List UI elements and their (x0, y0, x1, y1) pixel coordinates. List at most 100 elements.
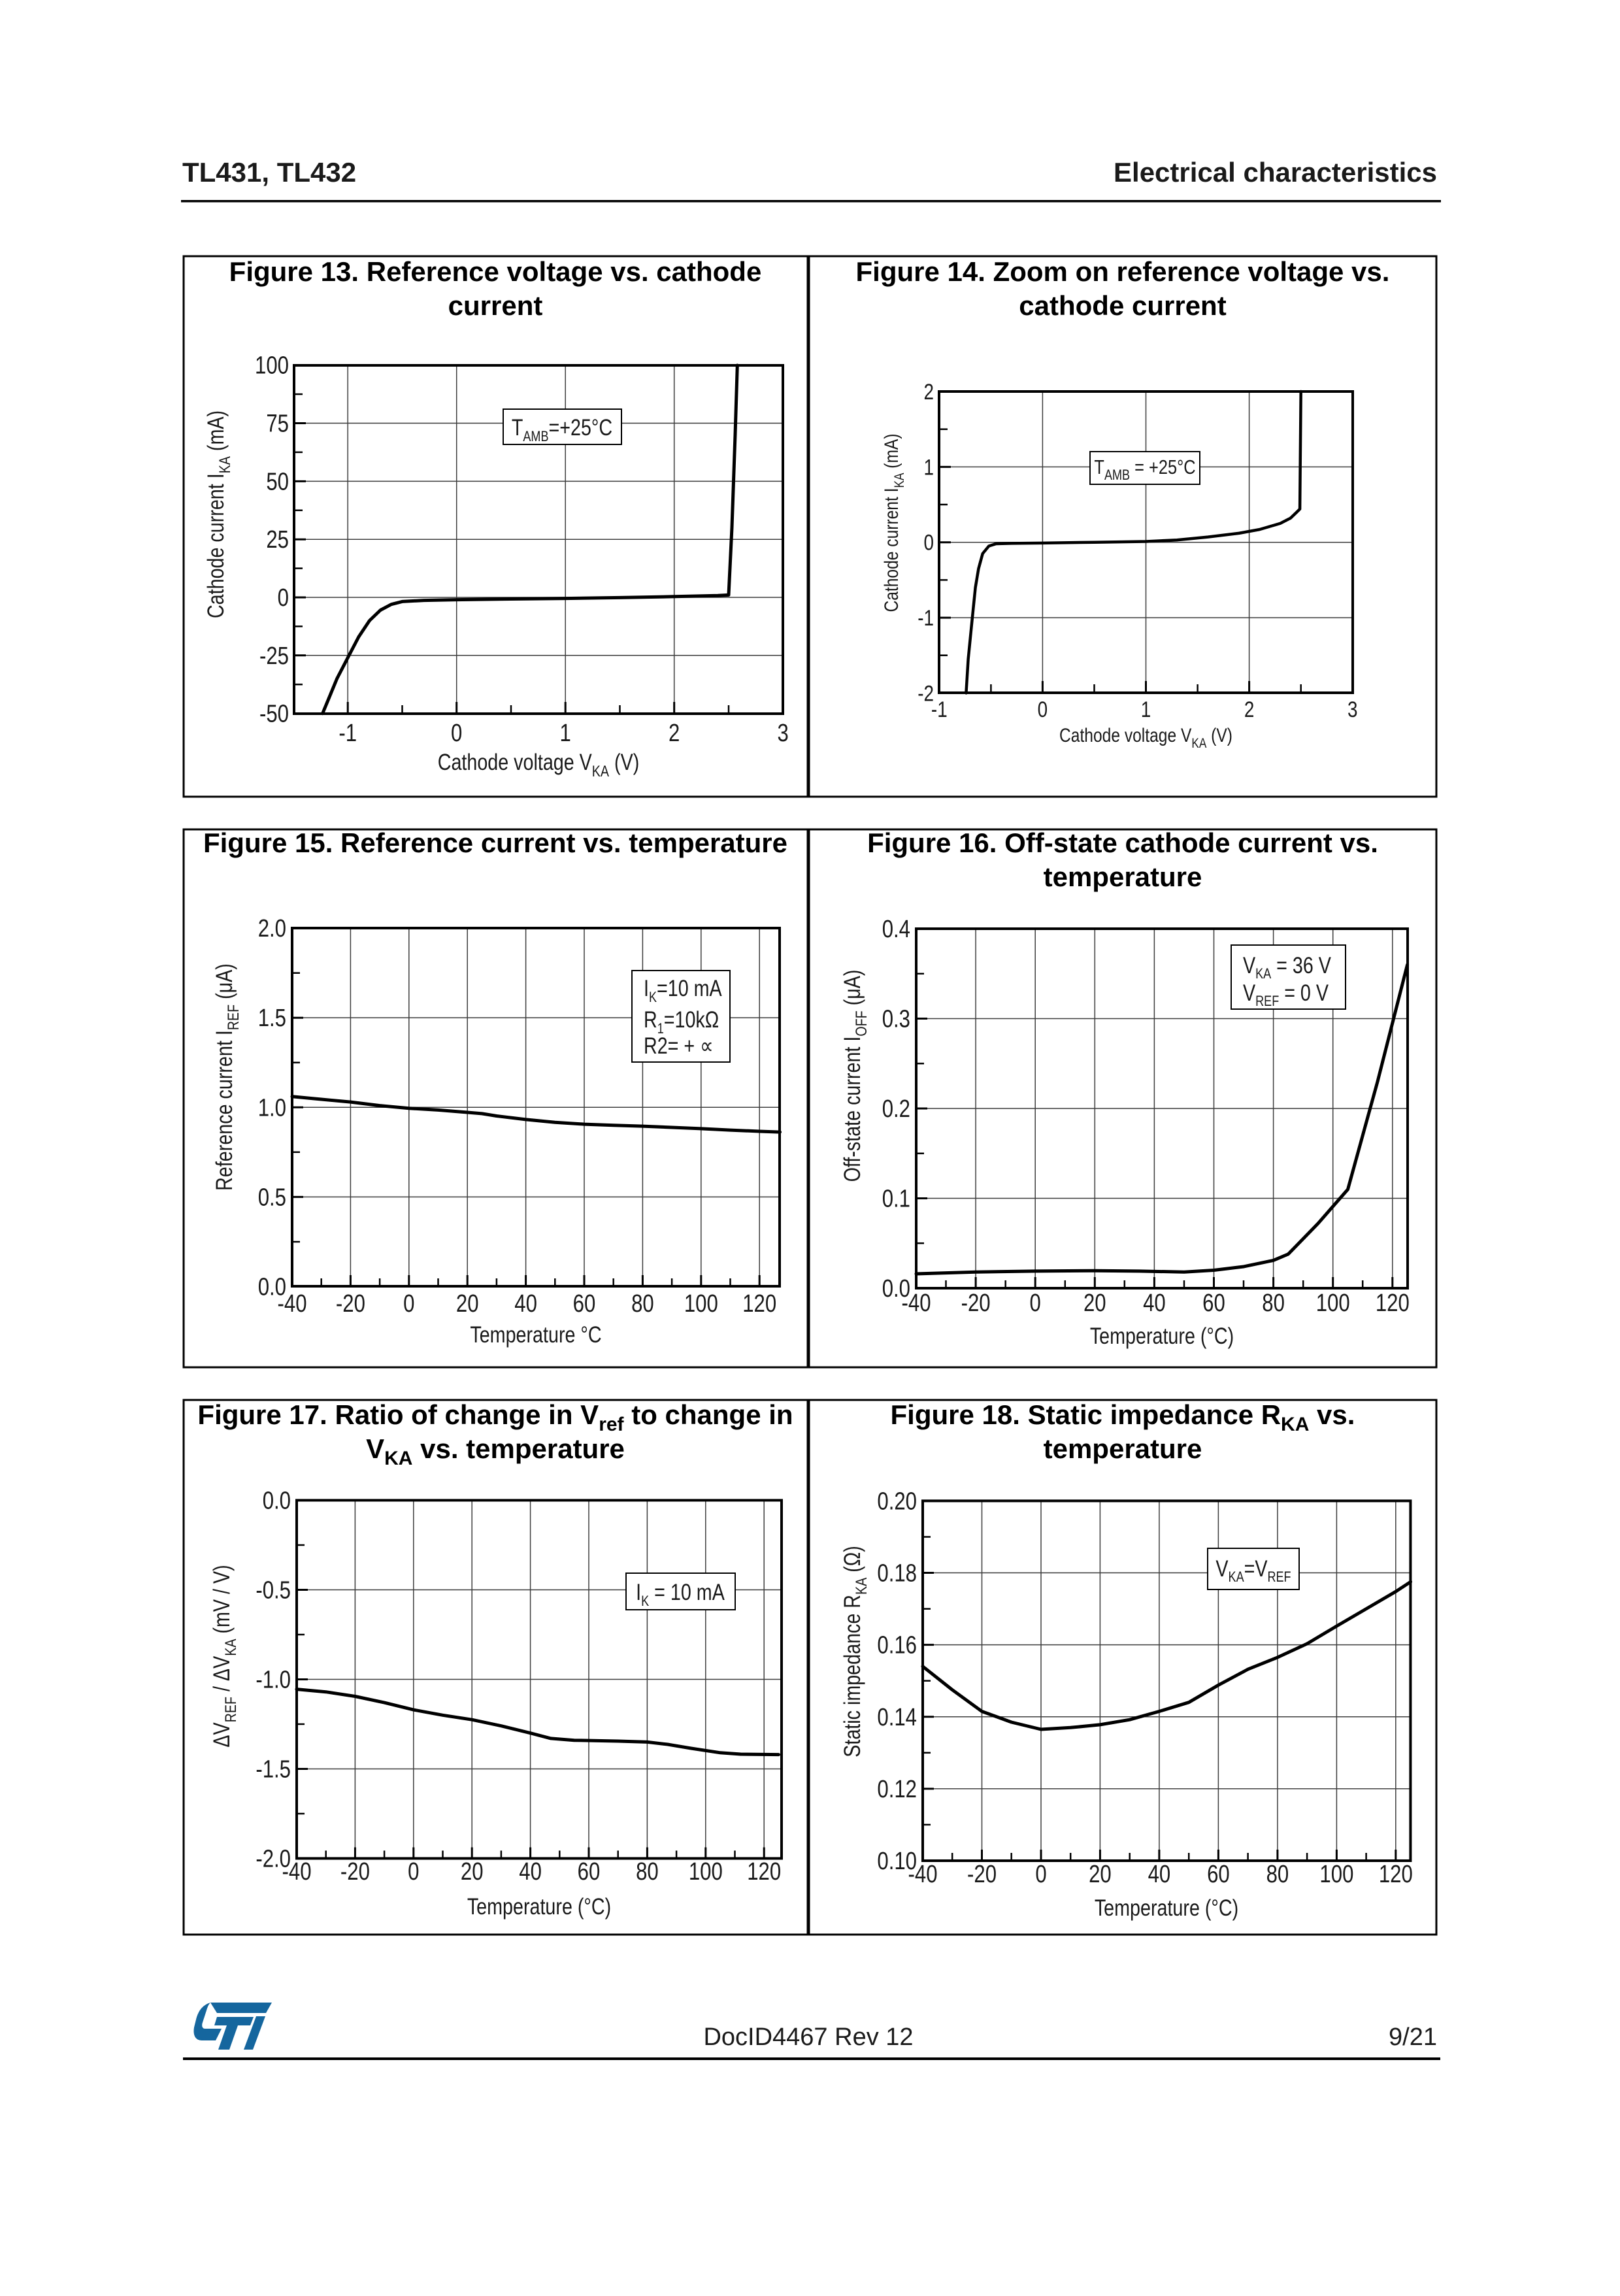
svg-text:0: 0 (278, 584, 289, 612)
svg-text:-25: -25 (259, 642, 289, 670)
svg-text:40: 40 (1143, 1289, 1166, 1317)
svg-text:100: 100 (689, 1858, 723, 1886)
svg-text:1.5: 1.5 (258, 1005, 286, 1032)
svg-text:cathode current: cathode current (1019, 290, 1226, 321)
svg-text:80: 80 (636, 1858, 659, 1886)
svg-text:0: 0 (1035, 1861, 1046, 1888)
svg-text:3: 3 (1347, 697, 1358, 722)
svg-text:75: 75 (266, 410, 289, 438)
svg-text:0.20: 0.20 (877, 1488, 917, 1516)
svg-text:IK​ = 10 mA: IK​ = 10 mA (636, 1579, 725, 1609)
svg-text:-2: -2 (917, 681, 934, 706)
svg-text:Electrical characteristics: Electrical characteristics (1114, 157, 1437, 188)
svg-text:-1: -1 (339, 720, 357, 747)
svg-text:9/21: 9/21 (1389, 2023, 1437, 2051)
svg-text:0.14: 0.14 (877, 1704, 917, 1731)
svg-text:Figure 15. Reference current v: Figure 15. Reference current vs. tempera… (203, 827, 787, 858)
svg-text:20: 20 (1089, 1861, 1112, 1888)
svg-text:Temperature (°C): Temperature (°C) (1090, 1323, 1234, 1348)
svg-text:0: 0 (1030, 1289, 1041, 1317)
svg-text:120: 120 (747, 1858, 781, 1886)
svg-text:-1.5: -1.5 (256, 1756, 291, 1784)
svg-text:25: 25 (266, 526, 289, 554)
svg-text:0.2: 0.2 (882, 1095, 910, 1123)
svg-text:R2= + ∝: R2= + ∝ (644, 1033, 714, 1058)
svg-text:2: 2 (669, 720, 680, 747)
svg-text:-20: -20 (961, 1289, 991, 1317)
svg-text:120: 120 (1379, 1861, 1413, 1888)
svg-text:0: 0 (923, 530, 934, 555)
svg-text:80: 80 (631, 1290, 654, 1318)
svg-text:IK​=10 mA: IK​=10 mA (644, 975, 722, 1005)
svg-text:0: 0 (451, 720, 462, 747)
svg-text:-0.5: -0.5 (256, 1577, 291, 1605)
svg-text:-2.0: -2.0 (256, 1846, 291, 1873)
svg-text:100: 100 (1319, 1861, 1353, 1888)
svg-text:20: 20 (461, 1858, 484, 1886)
svg-text:120: 120 (1376, 1289, 1410, 1317)
svg-text:Figure 17. Ratio of change in: Figure 17. Ratio of change in Vref​ to c… (197, 1399, 793, 1435)
svg-text:0.18: 0.18 (877, 1560, 917, 1588)
svg-text:-50: -50 (259, 701, 289, 728)
svg-text:20: 20 (456, 1290, 479, 1318)
svg-text:60: 60 (573, 1290, 596, 1318)
svg-text:0.0: 0.0 (263, 1488, 291, 1515)
svg-text:80: 80 (1262, 1289, 1285, 1317)
svg-text:R1​=10kΩ: R1​=10kΩ (644, 1007, 719, 1037)
svg-text:Figure 14. Zoom on reference v: Figure 14. Zoom on reference voltage vs. (856, 256, 1390, 287)
svg-text:Temperature (°C): Temperature (°C) (1095, 1895, 1238, 1920)
svg-text:-40: -40 (908, 1861, 937, 1888)
svg-text:100: 100 (1316, 1289, 1350, 1317)
svg-text:1: 1 (923, 455, 934, 480)
svg-text:100: 100 (684, 1290, 718, 1318)
svg-text:120: 120 (742, 1290, 776, 1318)
svg-text:0.16: 0.16 (877, 1632, 917, 1659)
svg-text:Figure 18. Static impedance RK: Figure 18. Static impedance RKA​ vs. (891, 1399, 1355, 1435)
svg-text:Temperature (°C): Temperature (°C) (467, 1893, 611, 1919)
svg-text:60: 60 (1202, 1289, 1225, 1317)
svg-text:20: 20 (1083, 1289, 1106, 1317)
svg-text:2.0: 2.0 (258, 915, 286, 942)
svg-text:100: 100 (255, 352, 289, 380)
svg-text:1: 1 (560, 720, 571, 747)
svg-text:Temperature °C: Temperature °C (470, 1322, 601, 1347)
svg-text:-20: -20 (340, 1858, 370, 1886)
svg-text:0: 0 (1038, 697, 1048, 722)
svg-text:1: 1 (1141, 697, 1151, 722)
svg-text:60: 60 (1207, 1861, 1230, 1888)
svg-text:-20: -20 (967, 1861, 997, 1888)
svg-text:temperature: temperature (1044, 861, 1202, 892)
svg-text:0.5: 0.5 (258, 1184, 286, 1212)
svg-text:-1: -1 (931, 697, 948, 722)
svg-text:60: 60 (578, 1858, 601, 1886)
svg-text:Figure 16. Off-state cathode c: Figure 16. Off-state cathode current vs. (867, 827, 1378, 858)
svg-text:Off-state current IOFF​ (μA): Off-state current IOFF​ (μA) (839, 970, 870, 1182)
svg-text:-20: -20 (336, 1290, 365, 1318)
svg-text:3: 3 (778, 720, 789, 747)
svg-text:-40: -40 (277, 1290, 306, 1318)
svg-text:0.3: 0.3 (882, 1006, 910, 1033)
svg-text:Reference current IREF​ (μA): Reference current IREF​ (μA) (211, 963, 242, 1191)
svg-text:0.0: 0.0 (258, 1274, 286, 1301)
svg-text:DocID4467 Rev 12: DocID4467 Rev 12 (703, 2023, 913, 2051)
svg-text:40: 40 (519, 1858, 542, 1886)
svg-text:-1.0: -1.0 (256, 1667, 291, 1694)
svg-text:80: 80 (1266, 1861, 1289, 1888)
svg-text:VREF​ = 0 V: VREF​ = 0 V (1243, 980, 1329, 1009)
svg-text:2: 2 (923, 379, 934, 404)
svg-text:TL431, TL432: TL431, TL432 (182, 157, 356, 188)
svg-text:0.4: 0.4 (882, 916, 910, 943)
svg-text:1.0: 1.0 (258, 1094, 286, 1122)
svg-text:Cathode current IKA​ (mA): Cathode current IKA​ (mA) (203, 410, 233, 618)
svg-text:40: 40 (514, 1290, 537, 1318)
svg-text:40: 40 (1148, 1861, 1171, 1888)
svg-text:50: 50 (266, 469, 289, 496)
svg-text:0.12: 0.12 (877, 1776, 917, 1803)
svg-text:-40: -40 (901, 1289, 931, 1317)
svg-text:0.1: 0.1 (882, 1186, 910, 1213)
svg-text:0: 0 (408, 1858, 419, 1886)
svg-text:temperature: temperature (1044, 1433, 1202, 1464)
svg-text:current: current (448, 290, 543, 321)
svg-text:0.10: 0.10 (877, 1848, 917, 1875)
svg-text:-40: -40 (282, 1858, 311, 1886)
